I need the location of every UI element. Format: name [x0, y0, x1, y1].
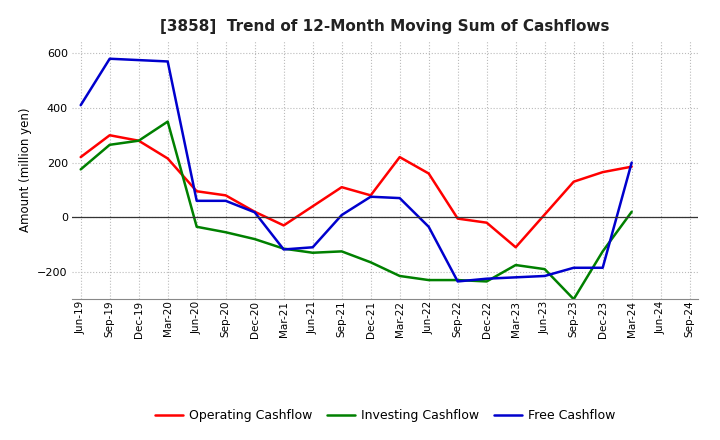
Operating Cashflow — [424, 171, 433, 176]
Operating Cashflow — [366, 193, 375, 198]
Line: Free Cashflow: Free Cashflow — [81, 59, 631, 282]
Operating Cashflow — [221, 193, 230, 198]
Free Cashflow — [395, 195, 404, 201]
Free Cashflow — [511, 275, 520, 280]
Free Cashflow — [598, 265, 607, 271]
Free Cashflow — [221, 198, 230, 203]
Title: [3858]  Trend of 12-Month Moving Sum of Cashflows: [3858] Trend of 12-Month Moving Sum of C… — [161, 19, 610, 34]
Free Cashflow — [135, 58, 143, 63]
Operating Cashflow — [395, 154, 404, 160]
Investing Cashflow — [541, 267, 549, 272]
Free Cashflow — [192, 198, 201, 203]
Investing Cashflow — [338, 249, 346, 254]
Investing Cashflow — [395, 273, 404, 279]
Investing Cashflow — [221, 230, 230, 235]
Investing Cashflow — [366, 260, 375, 265]
Operating Cashflow — [279, 223, 288, 228]
Free Cashflow — [76, 103, 85, 108]
Operating Cashflow — [105, 132, 114, 138]
Operating Cashflow — [338, 184, 346, 190]
Y-axis label: Amount (million yen): Amount (million yen) — [19, 107, 32, 231]
Investing Cashflow — [105, 142, 114, 147]
Investing Cashflow — [163, 119, 172, 124]
Free Cashflow — [541, 273, 549, 279]
Free Cashflow — [308, 245, 317, 250]
Free Cashflow — [482, 276, 491, 281]
Free Cashflow — [570, 265, 578, 271]
Investing Cashflow — [76, 167, 85, 172]
Operating Cashflow — [308, 204, 317, 209]
Operating Cashflow — [541, 212, 549, 217]
Operating Cashflow — [76, 154, 85, 160]
Investing Cashflow — [482, 279, 491, 284]
Investing Cashflow — [570, 297, 578, 302]
Operating Cashflow — [627, 164, 636, 169]
Operating Cashflow — [570, 179, 578, 184]
Investing Cashflow — [192, 224, 201, 229]
Investing Cashflow — [135, 138, 143, 143]
Operating Cashflow — [482, 220, 491, 225]
Free Cashflow — [251, 210, 259, 215]
Line: Operating Cashflow: Operating Cashflow — [81, 135, 631, 247]
Free Cashflow — [105, 56, 114, 61]
Operating Cashflow — [511, 245, 520, 250]
Free Cashflow — [338, 213, 346, 218]
Free Cashflow — [424, 224, 433, 229]
Free Cashflow — [163, 59, 172, 64]
Free Cashflow — [279, 247, 288, 252]
Investing Cashflow — [308, 250, 317, 255]
Free Cashflow — [366, 194, 375, 199]
Investing Cashflow — [454, 278, 462, 283]
Free Cashflow — [627, 160, 636, 165]
Operating Cashflow — [598, 169, 607, 175]
Operating Cashflow — [192, 189, 201, 194]
Operating Cashflow — [135, 138, 143, 143]
Operating Cashflow — [454, 216, 462, 221]
Investing Cashflow — [251, 236, 259, 242]
Operating Cashflow — [163, 156, 172, 161]
Investing Cashflow — [511, 262, 520, 268]
Investing Cashflow — [279, 246, 288, 251]
Free Cashflow — [454, 279, 462, 284]
Investing Cashflow — [598, 249, 607, 254]
Line: Investing Cashflow: Investing Cashflow — [81, 121, 631, 299]
Operating Cashflow — [251, 209, 259, 214]
Investing Cashflow — [424, 278, 433, 283]
Investing Cashflow — [627, 209, 636, 214]
Legend: Operating Cashflow, Investing Cashflow, Free Cashflow: Operating Cashflow, Investing Cashflow, … — [150, 404, 620, 427]
